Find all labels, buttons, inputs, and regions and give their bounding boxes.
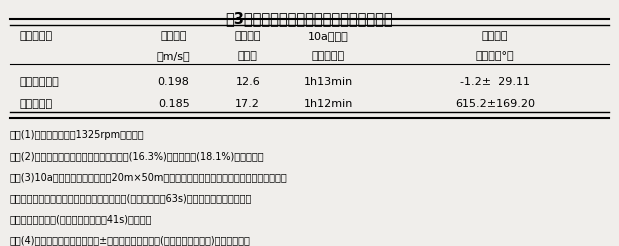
- Text: 等高線作業: 等高線作業: [19, 99, 53, 109]
- Text: 1h12min: 1h12min: [303, 99, 353, 109]
- Text: (4)ハンドル操舵角は平均値±標準偏差。＋値は右(等高線は傾斜上方)操舵を表す。: (4)ハンドル操舵角は平均値±標準偏差。＋値は右(等高線は傾斜上方)操舵を表す。: [10, 235, 251, 245]
- Text: （％）: （％）: [238, 51, 258, 61]
- Text: 10a当たり: 10a当たり: [308, 31, 348, 41]
- Text: 注）(1)ＰＴＯ軸回転数1325rpm設定時。: 注）(1)ＰＴＯ軸回転数1325rpm設定時。: [10, 130, 145, 140]
- Text: 615.2±169.20: 615.2±169.20: [455, 99, 535, 109]
- Text: 1h13min: 1h13min: [303, 77, 353, 87]
- Text: 0.185: 0.185: [158, 99, 189, 109]
- Text: ハンドル: ハンドル: [482, 31, 508, 41]
- Text: の所要時間: の所要時間: [311, 51, 345, 61]
- Text: 17.2: 17.2: [235, 99, 260, 109]
- Text: 作　業　名: 作 業 名: [19, 31, 53, 41]
- Text: 12.6: 12.6: [235, 77, 260, 87]
- Text: 傾斜下り作業は次行程の作業に後退(平均所要時間63s)して移り、等高線作業は: 傾斜下り作業は次行程の作業に後退(平均所要時間63s)して移り、等高線作業は: [10, 193, 253, 203]
- Text: 操舵角（°）: 操舵角（°）: [475, 51, 514, 61]
- Text: 傾斜下り作業: 傾斜下り作業: [19, 77, 59, 87]
- Text: (3)10a当たりの所要時間は、20m×50m区画の圃場を長辺方向へ作業するとして算出。: (3)10a当たりの所要時間は、20m×50m区画の圃場を長辺方向へ作業するとし…: [10, 172, 288, 182]
- Text: すべり率: すべり率: [235, 31, 261, 41]
- Text: 表3　傾斜下り作業、等高線作業の作業性: 表3 傾斜下り作業、等高線作業の作業性: [226, 11, 393, 26]
- Text: -1.2±  29.11: -1.2± 29.11: [460, 77, 530, 87]
- Text: 0.198: 0.198: [158, 77, 189, 87]
- Text: (2)等高線作業のすべり率は、山側車輪(16.3%)、谷側車輪(18.1%)の平均値。: (2)等高線作業のすべり率は、山側車輪(16.3%)、谷側車輪(18.1%)の平…: [10, 151, 264, 161]
- Text: （m/s）: （m/s）: [157, 51, 191, 61]
- Text: 往復作業(平均旋回所要時間41s)を行う。: 往復作業(平均旋回所要時間41s)を行う。: [10, 214, 152, 224]
- Text: 走行速度: 走行速度: [160, 31, 187, 41]
